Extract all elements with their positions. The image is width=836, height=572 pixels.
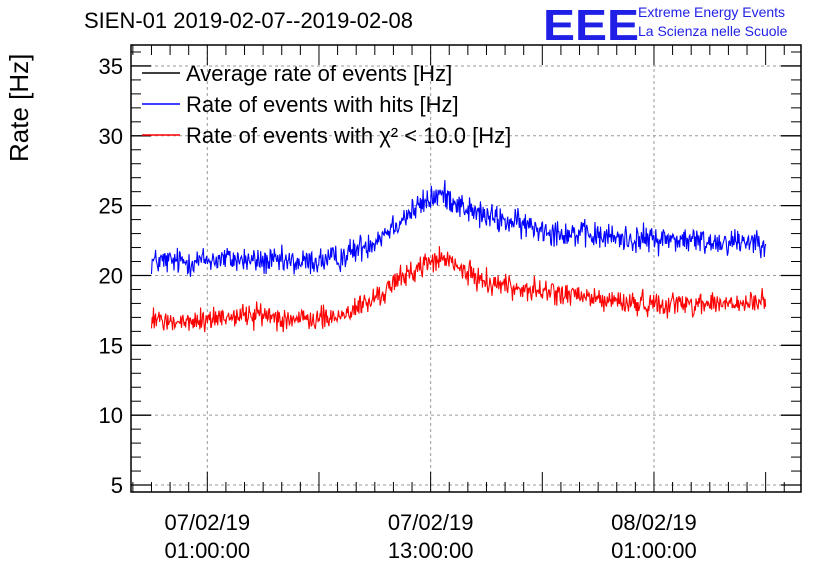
eee-logo-letters: EEE: [543, 2, 639, 46]
y-tick-label: 5: [111, 473, 123, 498]
y-tick-label: 15: [99, 333, 123, 358]
axes: 5 10 15 20 25 30 35 07/02/19 01:00:00 07/02/19 13:…: [99, 45, 801, 563]
series-line-2: [150, 246, 767, 333]
series-line-1: [150, 180, 767, 277]
series-layer: [150, 180, 767, 333]
y-axis-label: Rate [Hz]: [4, 54, 34, 162]
y-tick-label: 25: [99, 194, 123, 219]
eee-logo-caption: Extreme Energy Events La Scienza nelle S…: [638, 3, 787, 41]
eee-logo: EEE: [543, 2, 639, 46]
logo-caption-line2: La Scienza nelle Scuole: [638, 23, 788, 39]
chart-title: SIEN-01 2019-02-07--2019-02-08: [84, 8, 413, 33]
legend-entry-2: Rate of events with χ² < 10.0 [Hz]: [186, 123, 511, 148]
x-tick-label-date: 07/02/19: [388, 510, 474, 535]
y-tick-label: 20: [99, 263, 123, 288]
grid-lines: [131, 45, 801, 492]
x-tick-label-date: 08/02/19: [611, 510, 697, 535]
y-tick-label: 35: [99, 54, 123, 79]
y-tick-label: 10: [99, 403, 123, 428]
x-tick-label-time: 01:00:00: [611, 538, 697, 563]
logo-caption-line1: Extreme Energy Events: [638, 4, 786, 20]
legend-entry-1: Rate of events with hits [Hz]: [186, 92, 459, 117]
plot-frame: [130, 44, 802, 493]
x-tick-label-date: 07/02/19: [164, 510, 250, 535]
legend: Average rate of events [Hz] Rate of event…: [142, 61, 511, 148]
x-tick-label-time: 13:00:00: [388, 538, 474, 563]
legend-entry-0: Average rate of events [Hz]: [186, 61, 452, 86]
y-tick-label: 30: [99, 124, 123, 149]
x-tick-label-time: 01:00:00: [164, 538, 250, 563]
